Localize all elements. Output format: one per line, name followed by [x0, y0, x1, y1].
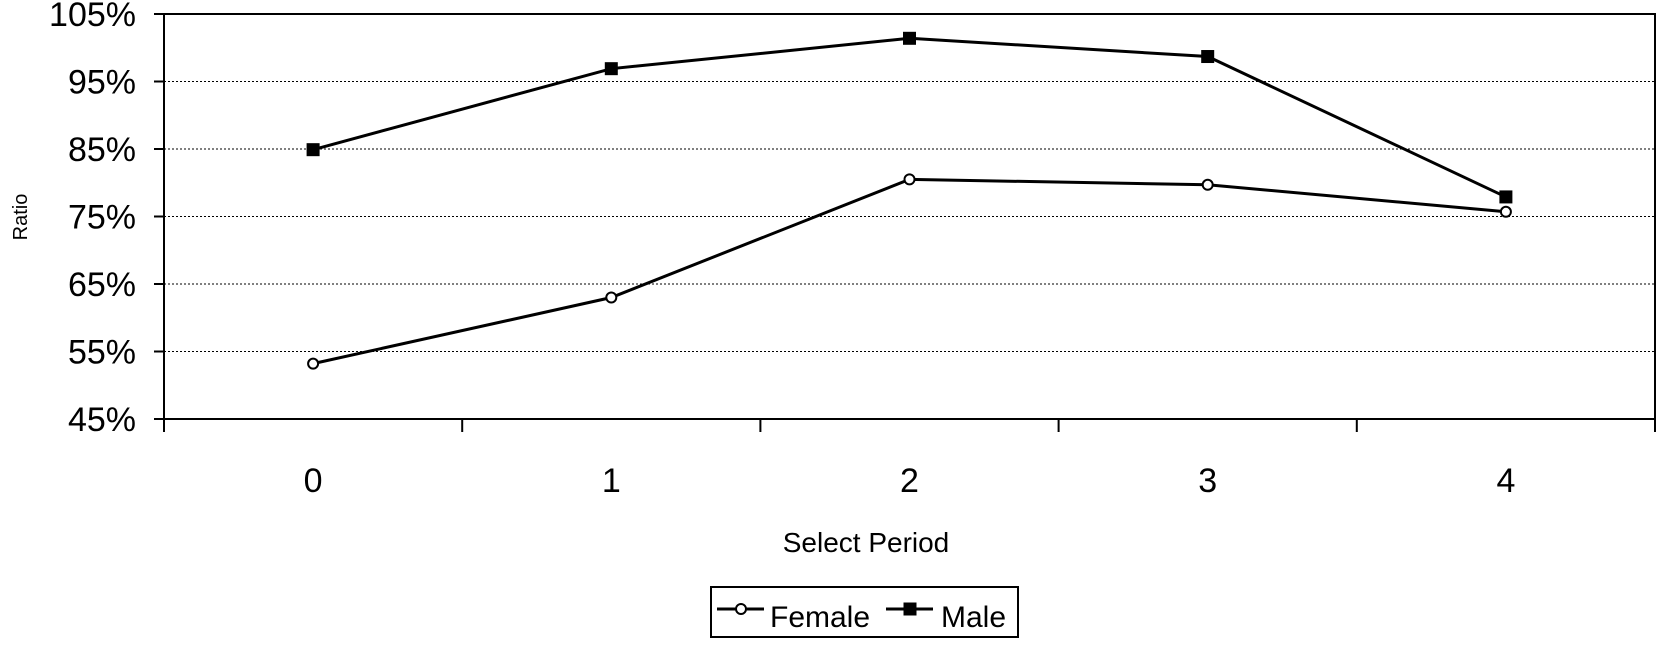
legend-label-female: Female: [770, 601, 870, 634]
series-line-female: [312, 177, 1507, 366]
x-axis-title: Select Period: [783, 527, 950, 558]
data-point-male: [903, 31, 916, 45]
y-tick-label: 65%: [68, 266, 136, 304]
y-tick-label: 55%: [68, 334, 136, 372]
legend-item-female: Female: [717, 601, 870, 634]
x-tick-label: 3: [1198, 462, 1217, 500]
y-tick-label: 105%: [49, 0, 136, 34]
gridlines: [164, 81, 1655, 352]
legend: Female Male: [710, 586, 1019, 638]
y-tick-label: 85%: [68, 131, 136, 169]
y-axis-ticks: 45% 55% 65% 75% 85% 95% 105%: [49, 0, 164, 439]
x-tick-label: 4: [1496, 462, 1515, 500]
data-point-male: [306, 143, 320, 157]
data-point-female: [1499, 205, 1512, 218]
y-axis-title: Ratio: [10, 194, 32, 241]
data-point-female: [1201, 178, 1214, 191]
y-tick-label: 95%: [68, 64, 136, 102]
data-point-female: [903, 173, 916, 186]
data-point-female: [605, 291, 618, 304]
data-point-male: [604, 62, 618, 76]
series-male: [306, 31, 1513, 204]
x-tick-label: 2: [900, 462, 919, 500]
legend-box: [710, 586, 1019, 638]
legend-marker-female: [735, 603, 747, 615]
y-tick-label: 45%: [68, 401, 136, 439]
data-point-male: [1499, 190, 1513, 204]
x-tick-label: 1: [602, 462, 621, 500]
series-female: [307, 173, 1512, 370]
x-tick-label: 0: [304, 462, 323, 500]
y-tick-label: 75%: [68, 199, 136, 237]
series-layer: [306, 31, 1513, 370]
data-point-female: [307, 357, 320, 370]
series-line-male: [312, 36, 1507, 199]
legend-item-male: Male: [886, 601, 1006, 634]
data-point-male: [1201, 50, 1215, 64]
legend-marker-male: [903, 602, 917, 616]
x-axis-ticks: 0 1 2 3 4: [163, 419, 1656, 500]
legend-label-male: Male: [941, 601, 1006, 634]
